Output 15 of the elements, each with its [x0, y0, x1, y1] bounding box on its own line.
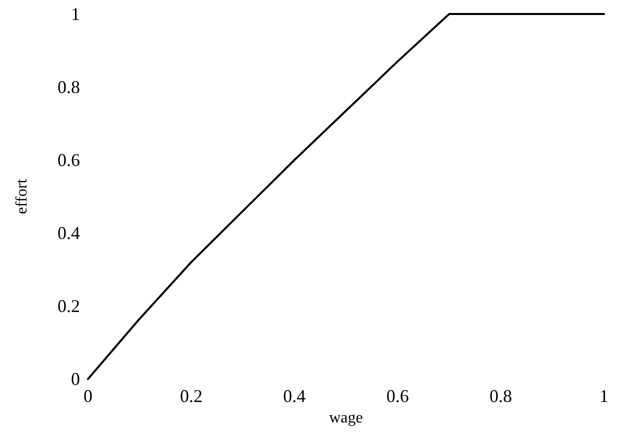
y-axis-title: effort [14, 178, 30, 214]
x-tick-label: 0.6 [386, 386, 409, 406]
y-tick-label: 0.8 [58, 77, 80, 97]
x-axis-title: wage [329, 409, 363, 426]
x-tick-label: 0.2 [180, 386, 202, 406]
x-tick-label: 0.8 [490, 386, 512, 406]
y-tick-label: 0 [71, 369, 80, 389]
y-tick-label: 0.2 [58, 296, 80, 316]
x-tick-label: 0 [84, 386, 92, 406]
y-tick-label: 0.4 [58, 223, 80, 243]
y-tick-label: 0.6 [58, 150, 80, 170]
line-series [87, 13, 605, 380]
y-tick-label: 1 [71, 4, 80, 24]
x-tick-label: 1 [600, 386, 608, 406]
x-tick-label: 0.4 [283, 386, 306, 406]
